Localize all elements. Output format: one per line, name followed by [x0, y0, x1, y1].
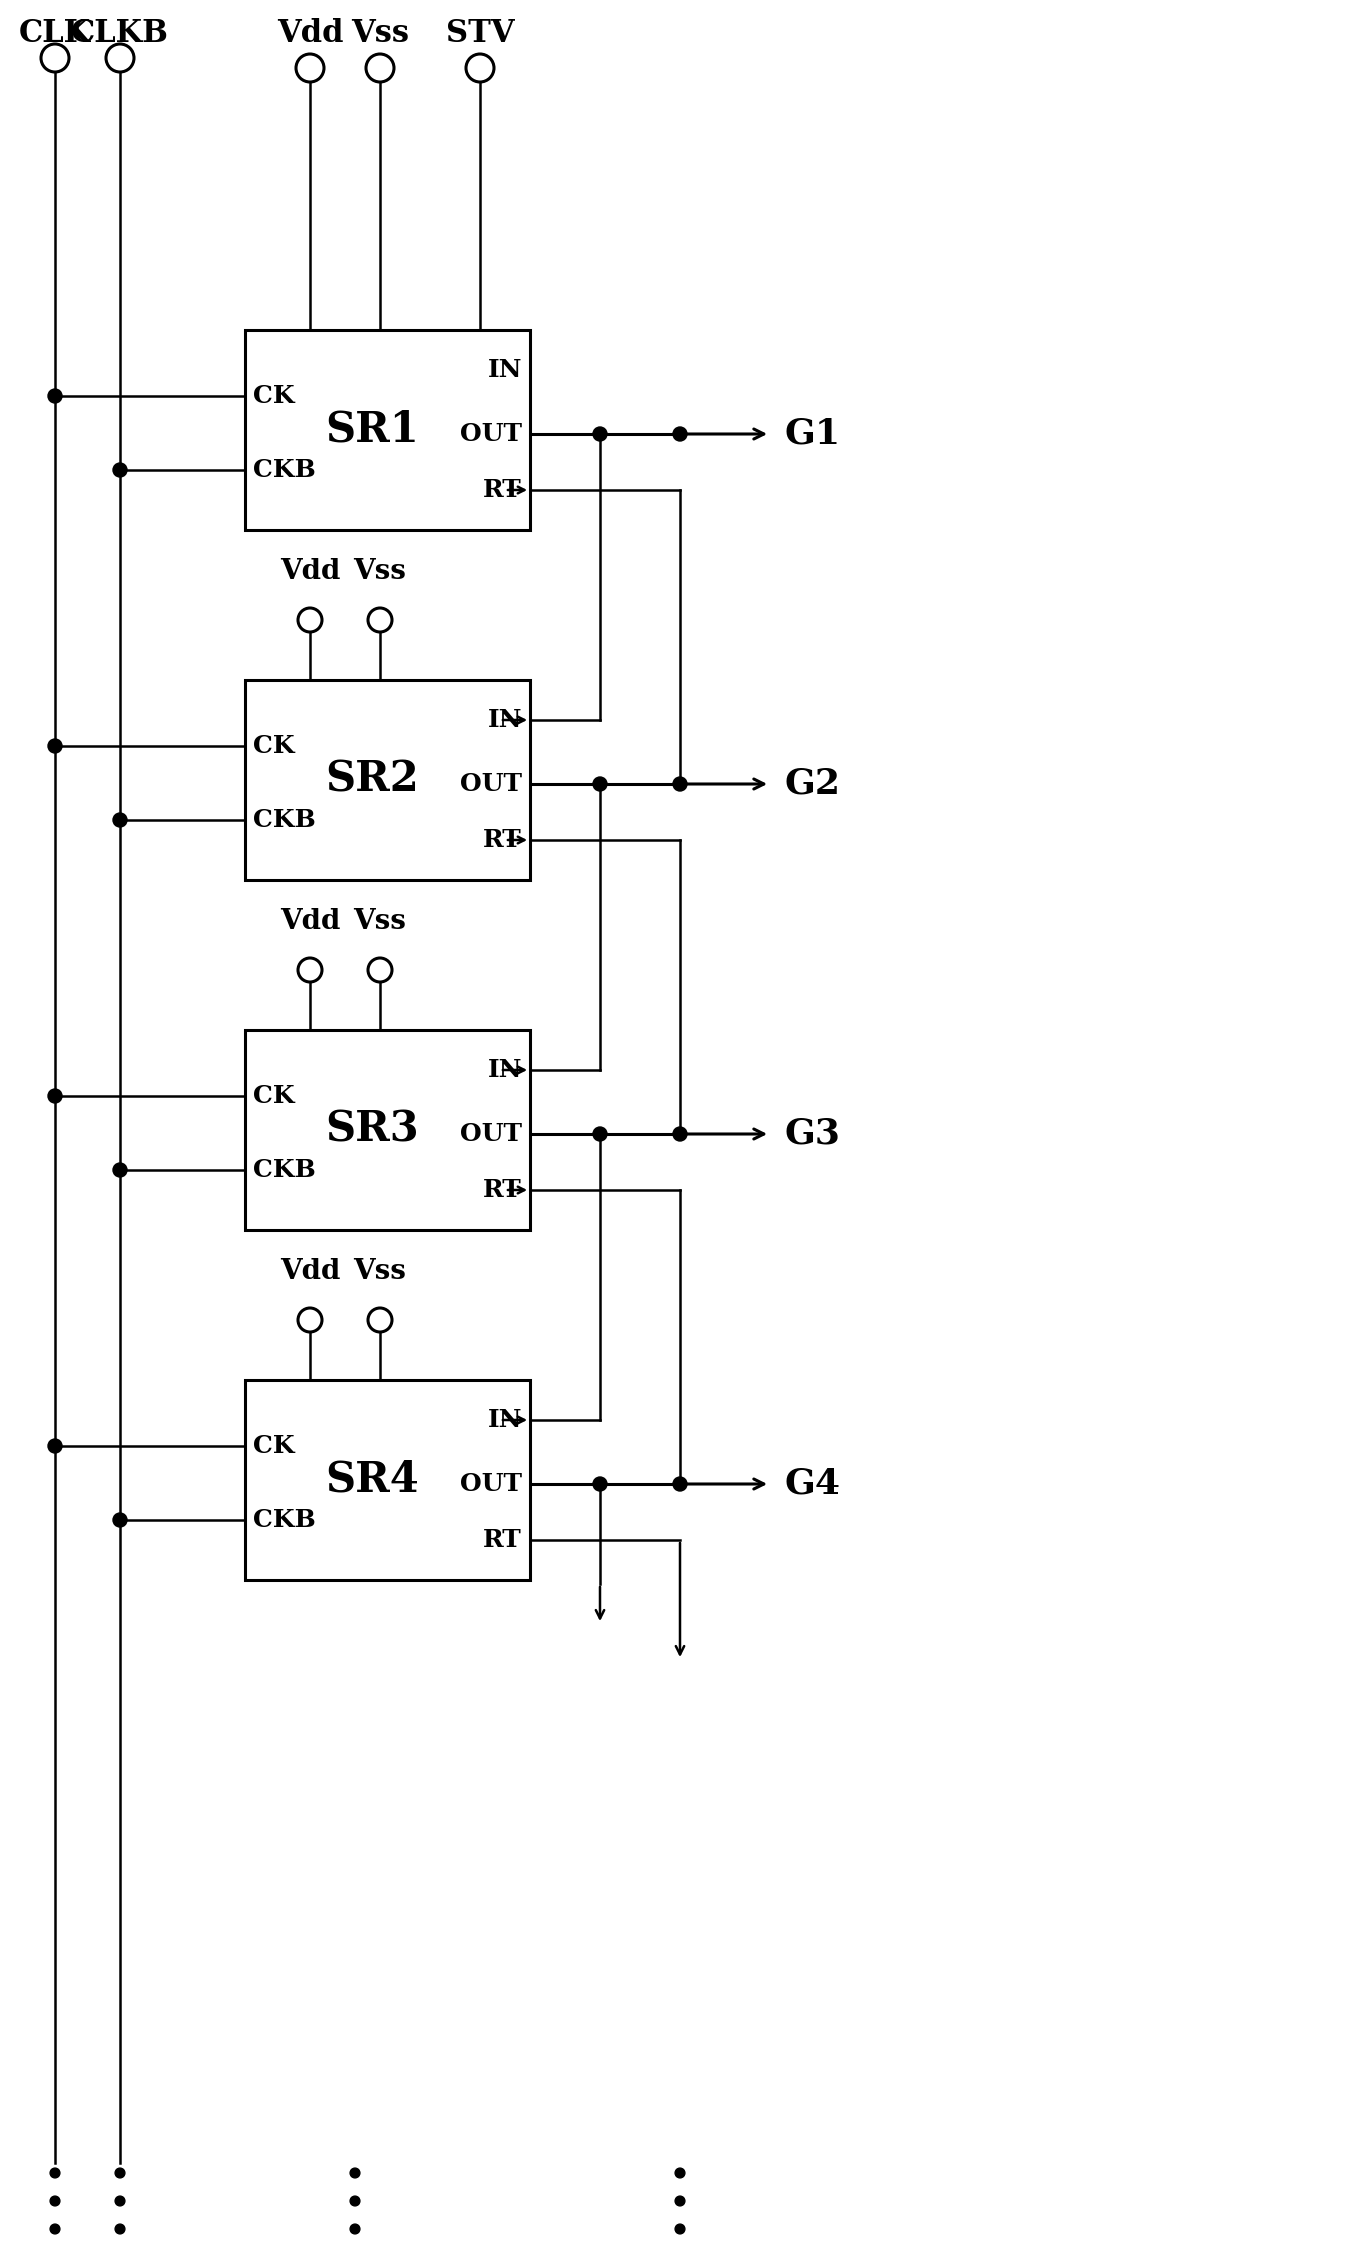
Text: CK: CK [253, 1435, 294, 1457]
Text: CK: CK [253, 1084, 294, 1109]
Text: CKB: CKB [253, 1159, 316, 1181]
Text: G1: G1 [784, 416, 841, 450]
Text: IN: IN [487, 1059, 522, 1082]
Circle shape [114, 464, 127, 477]
Circle shape [593, 1127, 606, 1141]
Circle shape [350, 2195, 360, 2206]
Circle shape [48, 1089, 62, 1102]
Circle shape [675, 2225, 684, 2234]
Text: IN: IN [487, 1408, 522, 1432]
Circle shape [674, 1127, 687, 1141]
Circle shape [114, 812, 127, 826]
Text: SR1: SR1 [326, 410, 419, 450]
Circle shape [675, 2168, 684, 2177]
Circle shape [48, 389, 62, 403]
Circle shape [674, 776, 687, 792]
Text: SR4: SR4 [326, 1460, 419, 1500]
Circle shape [350, 2225, 360, 2234]
Circle shape [675, 2195, 684, 2206]
Text: CLKB: CLKB [71, 18, 168, 50]
Text: G3: G3 [784, 1118, 841, 1152]
Text: Vdd: Vdd [279, 559, 340, 586]
Text: CK: CK [253, 385, 294, 407]
Bar [245, 679, 530, 880]
Text: Vss: Vss [353, 1258, 407, 1285]
Circle shape [51, 2168, 60, 2177]
Circle shape [593, 428, 606, 441]
Bar [245, 330, 530, 530]
Circle shape [674, 1478, 687, 1491]
Text: Vss: Vss [353, 559, 407, 586]
Text: Vss: Vss [353, 907, 407, 935]
Circle shape [114, 1163, 127, 1177]
Text: CK: CK [253, 733, 294, 758]
Circle shape [114, 1514, 127, 1528]
Text: IN: IN [487, 708, 522, 731]
Text: G4: G4 [784, 1466, 841, 1500]
Text: OUT: OUT [460, 772, 522, 797]
Circle shape [115, 2195, 125, 2206]
Text: OUT: OUT [460, 1122, 522, 1145]
Bar [245, 1030, 530, 1231]
Text: RT: RT [483, 1179, 522, 1202]
Circle shape [674, 428, 687, 441]
Text: IN: IN [487, 358, 522, 382]
Text: CLK: CLK [19, 18, 92, 50]
Circle shape [48, 1439, 62, 1453]
Circle shape [115, 2168, 125, 2177]
Text: G2: G2 [784, 767, 841, 801]
Text: CKB: CKB [253, 457, 316, 482]
Text: OUT: OUT [460, 421, 522, 446]
Circle shape [350, 2168, 360, 2177]
Bar [245, 1380, 530, 1580]
Circle shape [115, 2225, 125, 2234]
Text: OUT: OUT [460, 1471, 522, 1496]
Text: Vdd: Vdd [279, 1258, 340, 1285]
Text: CKB: CKB [253, 808, 316, 833]
Text: SR3: SR3 [326, 1109, 419, 1152]
Text: STV: STV [446, 18, 515, 50]
Text: Vdd: Vdd [277, 18, 344, 50]
Circle shape [48, 740, 62, 754]
Text: CKB: CKB [253, 1507, 316, 1532]
Circle shape [51, 2195, 60, 2206]
Circle shape [593, 776, 606, 792]
Text: Vdd: Vdd [279, 907, 340, 935]
Text: RT: RT [483, 828, 522, 851]
Text: RT: RT [483, 1528, 522, 1552]
Text: RT: RT [483, 477, 522, 502]
Circle shape [51, 2225, 60, 2234]
Circle shape [593, 1478, 606, 1491]
Text: Vss: Vss [350, 18, 409, 50]
Text: SR2: SR2 [326, 758, 419, 801]
